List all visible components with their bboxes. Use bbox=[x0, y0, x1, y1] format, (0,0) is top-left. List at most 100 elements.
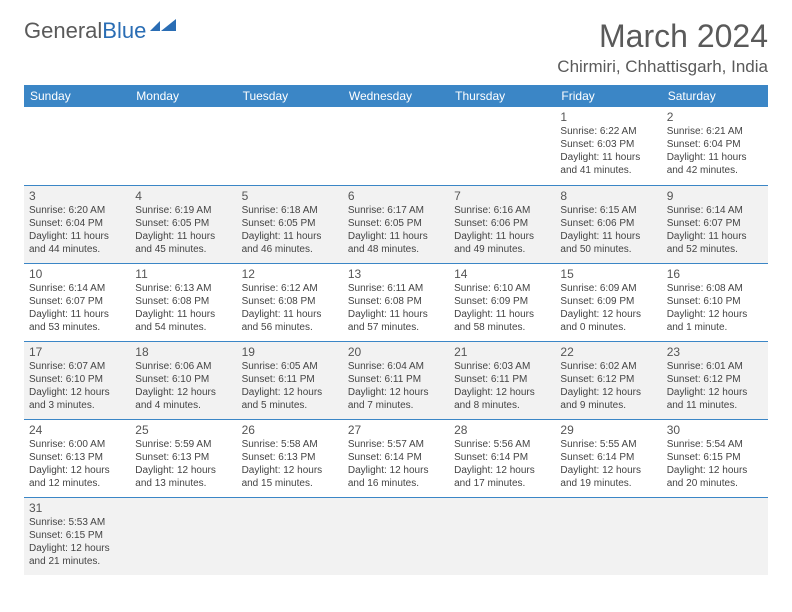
sunset-line: Sunset: 6:07 PM bbox=[29, 295, 125, 308]
daylight-line: Daylight: 12 hours and 15 minutes. bbox=[242, 464, 338, 490]
day-number: 16 bbox=[667, 267, 763, 281]
daylight-line: Daylight: 11 hours and 56 minutes. bbox=[242, 308, 338, 334]
day-number: 4 bbox=[135, 189, 231, 203]
calendar-day-cell: 14Sunrise: 6:10 AMSunset: 6:09 PMDayligh… bbox=[449, 263, 555, 341]
sunrise-line: Sunrise: 6:16 AM bbox=[454, 204, 550, 217]
sunrise-line: Sunrise: 6:17 AM bbox=[348, 204, 444, 217]
daylight-line: Daylight: 11 hours and 52 minutes. bbox=[667, 230, 763, 256]
day-number: 21 bbox=[454, 345, 550, 359]
calendar-body: 1Sunrise: 6:22 AMSunset: 6:03 PMDaylight… bbox=[24, 107, 768, 575]
calendar-day-cell: 30Sunrise: 5:54 AMSunset: 6:15 PMDayligh… bbox=[662, 419, 768, 497]
calendar-empty-cell bbox=[449, 107, 555, 185]
sunset-line: Sunset: 6:08 PM bbox=[348, 295, 444, 308]
calendar-day-cell: 6Sunrise: 6:17 AMSunset: 6:05 PMDaylight… bbox=[343, 185, 449, 263]
day-number: 17 bbox=[29, 345, 125, 359]
calendar-day-cell: 17Sunrise: 6:07 AMSunset: 6:10 PMDayligh… bbox=[24, 341, 130, 419]
day-number: 10 bbox=[29, 267, 125, 281]
daylight-line: Daylight: 11 hours and 49 minutes. bbox=[454, 230, 550, 256]
sunset-line: Sunset: 6:10 PM bbox=[667, 295, 763, 308]
calendar-day-cell: 5Sunrise: 6:18 AMSunset: 6:05 PMDaylight… bbox=[237, 185, 343, 263]
daylight-line: Daylight: 12 hours and 0 minutes. bbox=[560, 308, 656, 334]
daylight-line: Daylight: 12 hours and 13 minutes. bbox=[135, 464, 231, 490]
day-number: 29 bbox=[560, 423, 656, 437]
day-number: 11 bbox=[135, 267, 231, 281]
sunrise-line: Sunrise: 6:14 AM bbox=[667, 204, 763, 217]
sunset-line: Sunset: 6:13 PM bbox=[29, 451, 125, 464]
calendar-day-cell: 29Sunrise: 5:55 AMSunset: 6:14 PMDayligh… bbox=[555, 419, 661, 497]
calendar-week-row: 17Sunrise: 6:07 AMSunset: 6:10 PM Dayligh… bbox=[24, 341, 768, 419]
calendar-week-row: 31Sunrise: 5:53 AMSunset: 6:15 PMDayligh… bbox=[24, 497, 768, 575]
location: Chirmiri, Chhattisgarh, India bbox=[557, 57, 768, 77]
month-title: March 2024 bbox=[557, 18, 768, 55]
daylight-line: Daylight: 11 hours and 46 minutes. bbox=[242, 230, 338, 256]
calendar-empty-cell bbox=[130, 497, 236, 575]
day-number: 9 bbox=[667, 189, 763, 203]
calendar-day-cell: 4Sunrise: 6:19 AMSunset: 6:05 PMDaylight… bbox=[130, 185, 236, 263]
header: GeneralBlue March 2024 Chirmiri, Chhatti… bbox=[24, 18, 768, 77]
daylight-line: Daylight: 11 hours and 48 minutes. bbox=[348, 230, 444, 256]
day-number: 23 bbox=[667, 345, 763, 359]
daylight-line: Daylight: 12 hours and 11 minutes. bbox=[667, 386, 763, 412]
sunrise-line: Sunrise: 6:21 AM bbox=[667, 125, 763, 138]
daylight-line: Daylight: 12 hours and 20 minutes. bbox=[667, 464, 763, 490]
calendar-day-cell: 1Sunrise: 6:22 AMSunset: 6:03 PMDaylight… bbox=[555, 107, 661, 185]
sunset-line: Sunset: 6:15 PM bbox=[667, 451, 763, 464]
calendar-day-cell: 21Sunrise: 6:03 AMSunset: 6:11 PMDayligh… bbox=[449, 341, 555, 419]
daylight-line: Daylight: 12 hours and 7 minutes. bbox=[348, 386, 444, 412]
day-header: Tuesday bbox=[237, 85, 343, 107]
daylight-line: Daylight: 12 hours and 4 minutes. bbox=[135, 386, 231, 412]
logo-text-1: General bbox=[24, 18, 102, 44]
day-number: 12 bbox=[242, 267, 338, 281]
calendar-day-cell: 7Sunrise: 6:16 AMSunset: 6:06 PMDaylight… bbox=[449, 185, 555, 263]
sunset-line: Sunset: 6:05 PM bbox=[135, 217, 231, 230]
calendar-day-cell: 3Sunrise: 6:20 AMSunset: 6:04 PMDaylight… bbox=[24, 185, 130, 263]
daylight-line: Daylight: 12 hours and 21 minutes. bbox=[29, 542, 125, 568]
calendar-empty-cell bbox=[449, 497, 555, 575]
calendar-day-cell: 13Sunrise: 6:11 AMSunset: 6:08 PMDayligh… bbox=[343, 263, 449, 341]
daylight-line: Daylight: 12 hours and 9 minutes. bbox=[560, 386, 656, 412]
day-header: Thursday bbox=[449, 85, 555, 107]
sunrise-line: Sunrise: 6:18 AM bbox=[242, 204, 338, 217]
sunset-line: Sunset: 6:14 PM bbox=[454, 451, 550, 464]
day-number: 28 bbox=[454, 423, 550, 437]
sunrise-line: Sunrise: 5:59 AM bbox=[135, 438, 231, 451]
daylight-line: Daylight: 11 hours and 41 minutes. bbox=[560, 151, 656, 177]
sunset-line: Sunset: 6:04 PM bbox=[29, 217, 125, 230]
calendar-week-row: 24Sunrise: 6:00 AMSunset: 6:13 PMDayligh… bbox=[24, 419, 768, 497]
sunrise-line: Sunrise: 6:04 AM bbox=[348, 360, 444, 373]
day-number: 25 bbox=[135, 423, 231, 437]
daylight-line: Daylight: 12 hours and 12 minutes. bbox=[29, 464, 125, 490]
calendar-day-cell: 9Sunrise: 6:14 AMSunset: 6:07 PMDaylight… bbox=[662, 185, 768, 263]
sunset-line: Sunset: 6:04 PM bbox=[667, 138, 763, 151]
sunset-line: Sunset: 6:13 PM bbox=[135, 451, 231, 464]
daylight-line: Daylight: 11 hours and 45 minutes. bbox=[135, 230, 231, 256]
day-header: Sunday bbox=[24, 85, 130, 107]
day-header: Saturday bbox=[662, 85, 768, 107]
calendar-day-cell: 11Sunrise: 6:13 AMSunset: 6:08 PMDayligh… bbox=[130, 263, 236, 341]
sunset-line: Sunset: 6:10 PM bbox=[29, 373, 125, 386]
sunset-line: Sunset: 6:11 PM bbox=[242, 373, 338, 386]
day-number: 30 bbox=[667, 423, 763, 437]
sunset-line: Sunset: 6:03 PM bbox=[560, 138, 656, 151]
sunset-line: Sunset: 6:05 PM bbox=[242, 217, 338, 230]
sunset-line: Sunset: 6:14 PM bbox=[560, 451, 656, 464]
calendar-empty-cell bbox=[130, 107, 236, 185]
sunrise-line: Sunrise: 5:58 AM bbox=[242, 438, 338, 451]
calendar-header-row: SundayMondayTuesdayWednesdayThursdayFrid… bbox=[24, 85, 768, 107]
daylight-line: Daylight: 12 hours and 17 minutes. bbox=[454, 464, 550, 490]
sunset-line: Sunset: 6:11 PM bbox=[454, 373, 550, 386]
daylight-line: Daylight: 12 hours and 16 minutes. bbox=[348, 464, 444, 490]
daylight-line: Daylight: 11 hours and 57 minutes. bbox=[348, 308, 444, 334]
calendar-empty-cell bbox=[237, 107, 343, 185]
sunrise-line: Sunrise: 6:07 AM bbox=[29, 360, 125, 373]
calendar-day-cell: 19Sunrise: 6:05 AMSunset: 6:11 PMDayligh… bbox=[237, 341, 343, 419]
sunset-line: Sunset: 6:05 PM bbox=[348, 217, 444, 230]
calendar-day-cell: 26Sunrise: 5:58 AMSunset: 6:13 PMDayligh… bbox=[237, 419, 343, 497]
calendar-empty-cell bbox=[237, 497, 343, 575]
sunrise-line: Sunrise: 6:12 AM bbox=[242, 282, 338, 295]
sunset-line: Sunset: 6:12 PM bbox=[667, 373, 763, 386]
daylight-line: Daylight: 12 hours and 1 minute. bbox=[667, 308, 763, 334]
day-number: 19 bbox=[242, 345, 338, 359]
day-number: 31 bbox=[29, 501, 125, 515]
day-number: 24 bbox=[29, 423, 125, 437]
